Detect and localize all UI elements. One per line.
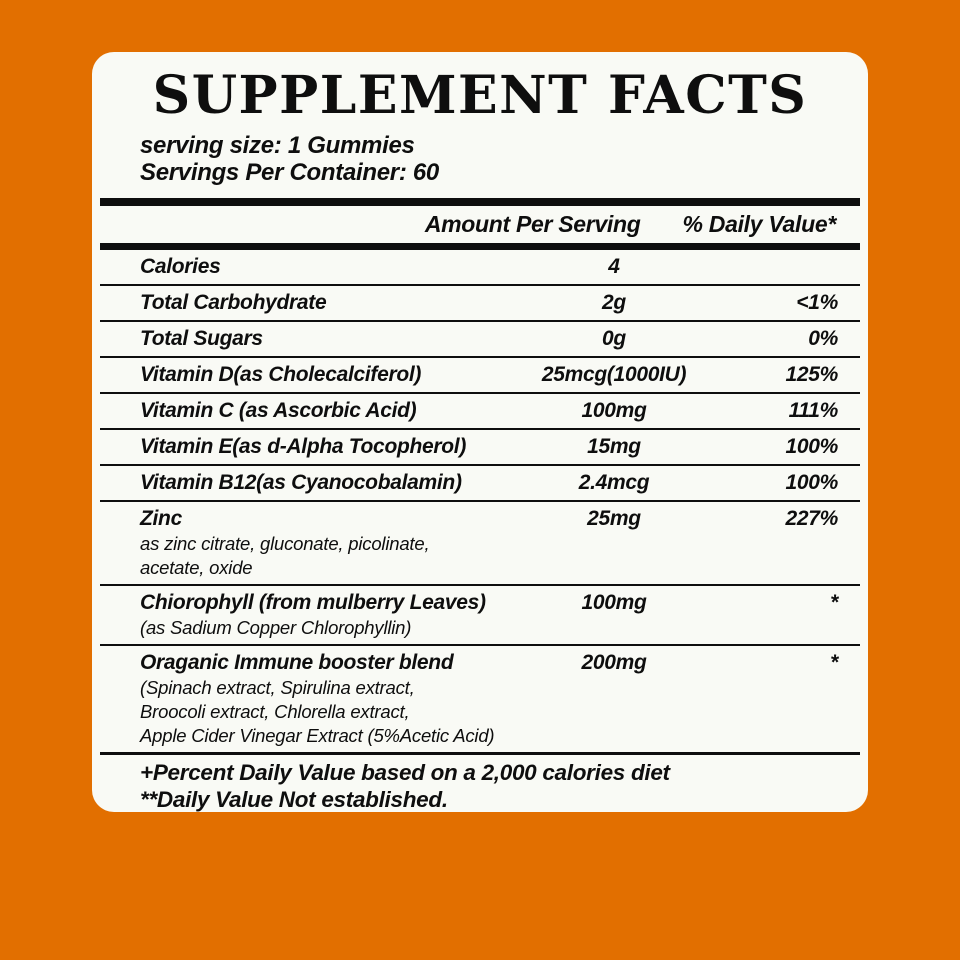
nutrient-daily-value: 111% — [788, 399, 839, 422]
nutrient-amount: 4 — [608, 255, 620, 278]
facts-table: Amount Per Serving % Daily Value* Calori… — [100, 198, 860, 812]
table-row-immune-blend: Oraganic Immune booster blend 200mg * (S… — [100, 646, 860, 755]
table-row-vitamin-c: Vitamin C (as Ascorbic Acid) 100mg 111% — [100, 394, 860, 430]
footnote-daily-value: +Percent Daily Value based on a 2,000 ca… — [140, 760, 670, 785]
supplement-facts-panel: SUPPLEMENT FACTS serving size: 1 Gummies… — [92, 52, 868, 812]
nutrient-daily-value: 125% — [785, 363, 838, 386]
table-row-zinc: Zinc 25mg 227% as zinc citrate, gluconat… — [100, 502, 860, 586]
nutrient-name: Vitamin E(as d-Alpha Tocopherol) — [140, 435, 467, 458]
footnote-not-established: **Daily Value Not established. — [140, 787, 448, 812]
table-row-vitamin-e: Vitamin E(as d-Alpha Tocopherol) 15mg 10… — [100, 430, 860, 466]
nutrient-name: Chiorophyll (from mulberry Leaves) — [140, 591, 486, 614]
table-row-calories: Calories 4 — [100, 250, 860, 286]
nutrient-daily-value: 100% — [785, 471, 838, 494]
nutrient-daily-value: 227% — [785, 507, 838, 530]
nutrient-source-note: (as Sadium Copper Chlorophyllin) — [140, 617, 412, 638]
nutrient-name: Calories — [140, 255, 221, 278]
nutrient-amount: 0g — [602, 327, 626, 350]
daily-value-header: % Daily Value* — [682, 211, 837, 237]
page-title: SUPPLEMENT FACTS — [152, 65, 808, 126]
nutrient-name: Oraganic Immune booster blend — [140, 651, 454, 674]
table-header-row: Amount Per Serving % Daily Value* — [100, 206, 860, 243]
serving-info: serving size: 1 Gummies Servings Per Con… — [140, 132, 868, 186]
nutrient-name: Vitamin B12(as Cyanocobalamin) — [140, 471, 462, 494]
nutrient-daily-value: * — [830, 651, 838, 674]
nutrient-amount: 25mg — [587, 507, 641, 530]
table-row-total-carbohydrate: Total Carbohydrate 2g <1% — [100, 286, 860, 322]
nutrient-amount: 100mg — [581, 591, 647, 614]
table-row-chlorophyll: Chiorophyll (from mulberry Leaves) 100mg… — [100, 586, 860, 646]
nutrient-source-note: (Spinach extract, Spirulina extract, Bro… — [140, 677, 495, 746]
table-row-vitamin-b12: Vitamin B12(as Cyanocobalamin) 2.4mcg 10… — [100, 466, 860, 502]
nutrient-daily-value: * — [830, 591, 838, 614]
footnotes: +Percent Daily Value based on a 2,000 ca… — [100, 755, 860, 812]
nutrient-amount: 200mg — [581, 651, 647, 674]
nutrient-daily-value: <1% — [796, 291, 838, 314]
amount-per-serving-header: Amount Per Serving — [424, 211, 641, 237]
nutrient-name: Vitamin D(as Cholecalciferol) — [140, 363, 422, 386]
servings-per-container-line: Servings Per Container: 60 — [140, 159, 439, 186]
nutrient-name: Total Carbohydrate — [140, 291, 327, 314]
serving-size-line: serving size: 1 Gummies — [140, 132, 415, 159]
header-rule — [100, 243, 860, 250]
nutrient-amount: 2.4mcg — [578, 471, 650, 494]
top-rule — [100, 198, 860, 206]
nutrient-amount: 100mg — [581, 399, 647, 422]
nutrient-amount: 15mg — [587, 435, 641, 458]
nutrient-source-note: as zinc citrate, gluconate, picolinate, … — [140, 533, 430, 578]
nutrient-name: Zinc — [140, 507, 182, 530]
nutrient-name: Vitamin C (as Ascorbic Acid) — [140, 399, 417, 422]
nutrient-daily-value: 100% — [785, 435, 838, 458]
nutrient-name: Total Sugars — [140, 327, 263, 350]
table-row-total-sugars: Total Sugars 0g 0% — [100, 322, 860, 358]
nutrient-amount: 25mcg(1000IU) — [541, 363, 687, 386]
nutrient-daily-value: 0% — [808, 327, 838, 350]
table-row-vitamin-d: Vitamin D(as Cholecalciferol) 25mcg(1000… — [100, 358, 860, 394]
nutrient-amount: 2g — [602, 291, 626, 314]
